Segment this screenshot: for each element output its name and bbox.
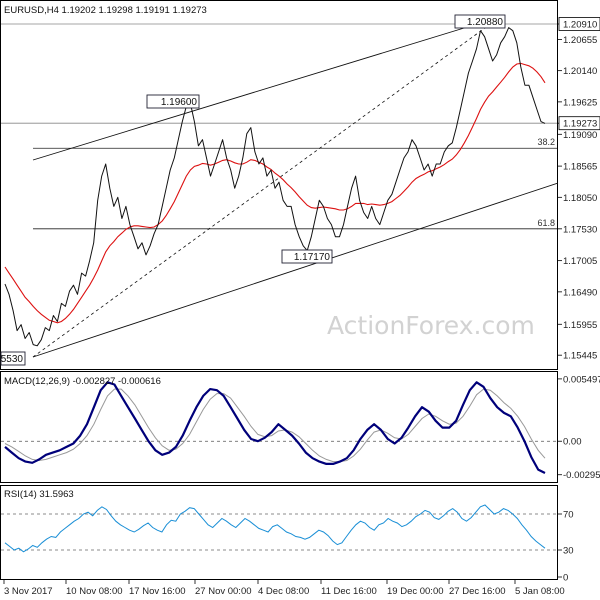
rsi-path	[4, 504, 546, 553]
fibonacci-labels: 38.2 61.8	[537, 137, 555, 228]
price-callout: 1.19600	[146, 94, 200, 109]
y-tick-label: 0	[563, 573, 568, 584]
x-tick-label: 4 Dec 08:00	[258, 586, 309, 597]
x-tick-label: 19 Dec 00:00	[387, 586, 444, 597]
x-tick-label: 17 Nov 16:00	[129, 586, 186, 597]
horizontal-levels	[1, 23, 557, 230]
macd-title: MACD(12,26,9) -0.002827 -0.000616	[4, 376, 161, 387]
moving-average-line	[4, 62, 546, 324]
channel-lower-line	[32, 182, 558, 358]
x-tick-label: 11 Dec 16:00	[321, 586, 377, 597]
macd-main-path	[4, 381, 546, 474]
rsi-line	[4, 504, 546, 553]
rsi-y-axis: 70 30 0	[558, 510, 574, 584]
price-callout-label: 1.17170	[294, 252, 331, 263]
main-title: EURUSD,H4 1.19202 1.19298 1.19191 1.1927…	[4, 5, 207, 16]
y-tick-highlight	[558, 116, 600, 131]
y-tick-label: 0.00	[563, 437, 582, 448]
price-line	[4, 27, 546, 347]
price-callout: 1.17170	[281, 249, 333, 264]
y-tick-label: 1.15445	[563, 351, 597, 362]
y-tick-label: 1.17005	[563, 256, 597, 267]
y-tick-label: 1.19273	[563, 119, 597, 130]
price-path	[4, 27, 546, 347]
trend-channel	[32, 16, 558, 358]
moving-average-path	[4, 62, 546, 324]
y-tick-label: 1.19090	[563, 130, 597, 141]
macd-line	[4, 381, 546, 474]
y-tick-label: 30	[563, 546, 574, 557]
price-callout-label: 1.15530	[0, 354, 23, 365]
x-tick-label: 3 Nov 2017	[4, 586, 53, 597]
watermark: ActionForex.com	[327, 311, 535, 340]
main-y-axis: 1.20910 1.20655 1.20140 1.19625 1.192731.190…	[558, 17, 600, 362]
y-tick-label: 1.19625	[563, 97, 597, 108]
main-panel	[0, 0, 558, 370]
y-tick-highlight	[558, 17, 600, 31]
y-tick-label: 0.005497	[563, 374, 600, 385]
rsi-title: RSI(14) 31.5963	[4, 489, 74, 500]
x-axis: 3 Nov 2017 10 Nov 08:00 17 Nov 16:00 27 Nov…	[3, 580, 565, 597]
channel-upper-line	[32, 16, 501, 161]
y-tick-label: 1.20655	[563, 35, 597, 46]
fib-level-label: 61.8	[537, 218, 555, 228]
y-tick-label: 1.16490	[563, 287, 597, 298]
y-tick-label: 1.18050	[563, 193, 597, 204]
channel-median-line	[32, 16, 501, 358]
price-callouts: 1.19600 1.17170 1.20880 1.15530	[0, 14, 506, 366]
y-tick-label: 1.15955	[563, 320, 597, 331]
x-tick-label: 5 Jan 08:00	[515, 586, 565, 597]
fib-level-label: 38.2	[537, 137, 555, 147]
price-callout-label: 1.20880	[467, 17, 504, 28]
y-tick-label: 1.20910	[563, 19, 597, 30]
y-tick-label: 1.20140	[563, 66, 597, 77]
x-tick-label: 27 Dec 16:00	[449, 586, 506, 597]
macd-y-axis: 0.005497 0.00 -0.002955	[558, 374, 600, 481]
price-callout: 1.15530	[0, 351, 26, 366]
y-tick-label: 1.18565	[563, 162, 597, 173]
price-callout-label: 1.19600	[161, 97, 198, 108]
x-tick-label: 27 Nov 00:00	[195, 586, 252, 597]
y-tick-label: -0.002955	[563, 470, 600, 481]
price-callout: 1.20880	[454, 14, 506, 29]
rsi-panel	[0, 485, 558, 580]
x-tick-label: 10 Nov 08:00	[66, 586, 123, 597]
macd-panel	[0, 371, 558, 483]
y-tick-label: 1.17530	[563, 224, 597, 235]
y-tick-label: 70	[563, 510, 574, 521]
